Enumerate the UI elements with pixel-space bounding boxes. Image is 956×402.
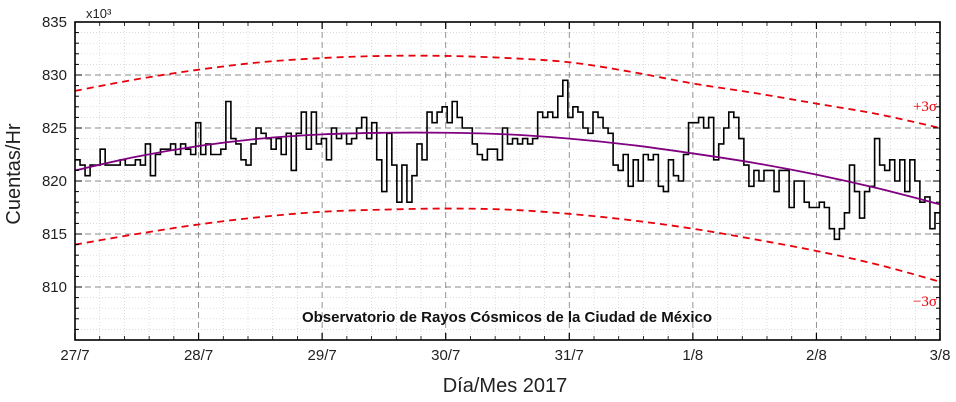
- hourly-counts-step-line: [75, 79, 940, 241]
- plus-3-sigma-line: [74, 54, 941, 129]
- y-tick-label: 810: [42, 279, 67, 296]
- x-tick-label: 2/8: [806, 347, 827, 364]
- x-tick-label: 29/7: [308, 347, 337, 364]
- x-tick-label: 1/8: [682, 347, 703, 364]
- x-tick-label: 30/7: [431, 347, 460, 364]
- minus-3-sigma-label: −3σ: [913, 294, 937, 310]
- y-multiplier: x10³: [86, 6, 112, 21]
- x-tick-label: 31/7: [555, 347, 584, 364]
- axis-ticks: [74, 21, 941, 341]
- x-tick-label: 27/7: [60, 347, 89, 364]
- x-tick-label: 3/8: [930, 347, 951, 364]
- y-axis-title: Cuentas/Hr: [3, 123, 25, 224]
- plus-3-sigma-label: +3σ: [913, 99, 937, 115]
- series-layer: [74, 54, 941, 283]
- x-tick-label: 28/7: [184, 347, 213, 364]
- y-tick-label: 835: [42, 14, 67, 31]
- y-tick-labels: 810 815 820 825 830 835: [42, 14, 67, 296]
- y-tick-label: 825: [42, 120, 67, 137]
- minor-grid: [75, 22, 940, 340]
- x-tick-labels: 27/7 28/7 29/7 30/7 31/7 1/8 2/8 3/8: [60, 347, 950, 364]
- x-axis-title: Día/Mes 2017: [443, 375, 568, 397]
- observatory-annotation: Observatorio de Rayos Cósmicos de la Ciu…: [302, 309, 712, 326]
- y-tick-label: 830: [42, 67, 67, 84]
- trend-fit-line: [74, 131, 941, 206]
- minus-3-sigma-line: [74, 207, 941, 283]
- y-tick-label: 815: [42, 226, 67, 243]
- y-tick-label: 820: [42, 173, 67, 190]
